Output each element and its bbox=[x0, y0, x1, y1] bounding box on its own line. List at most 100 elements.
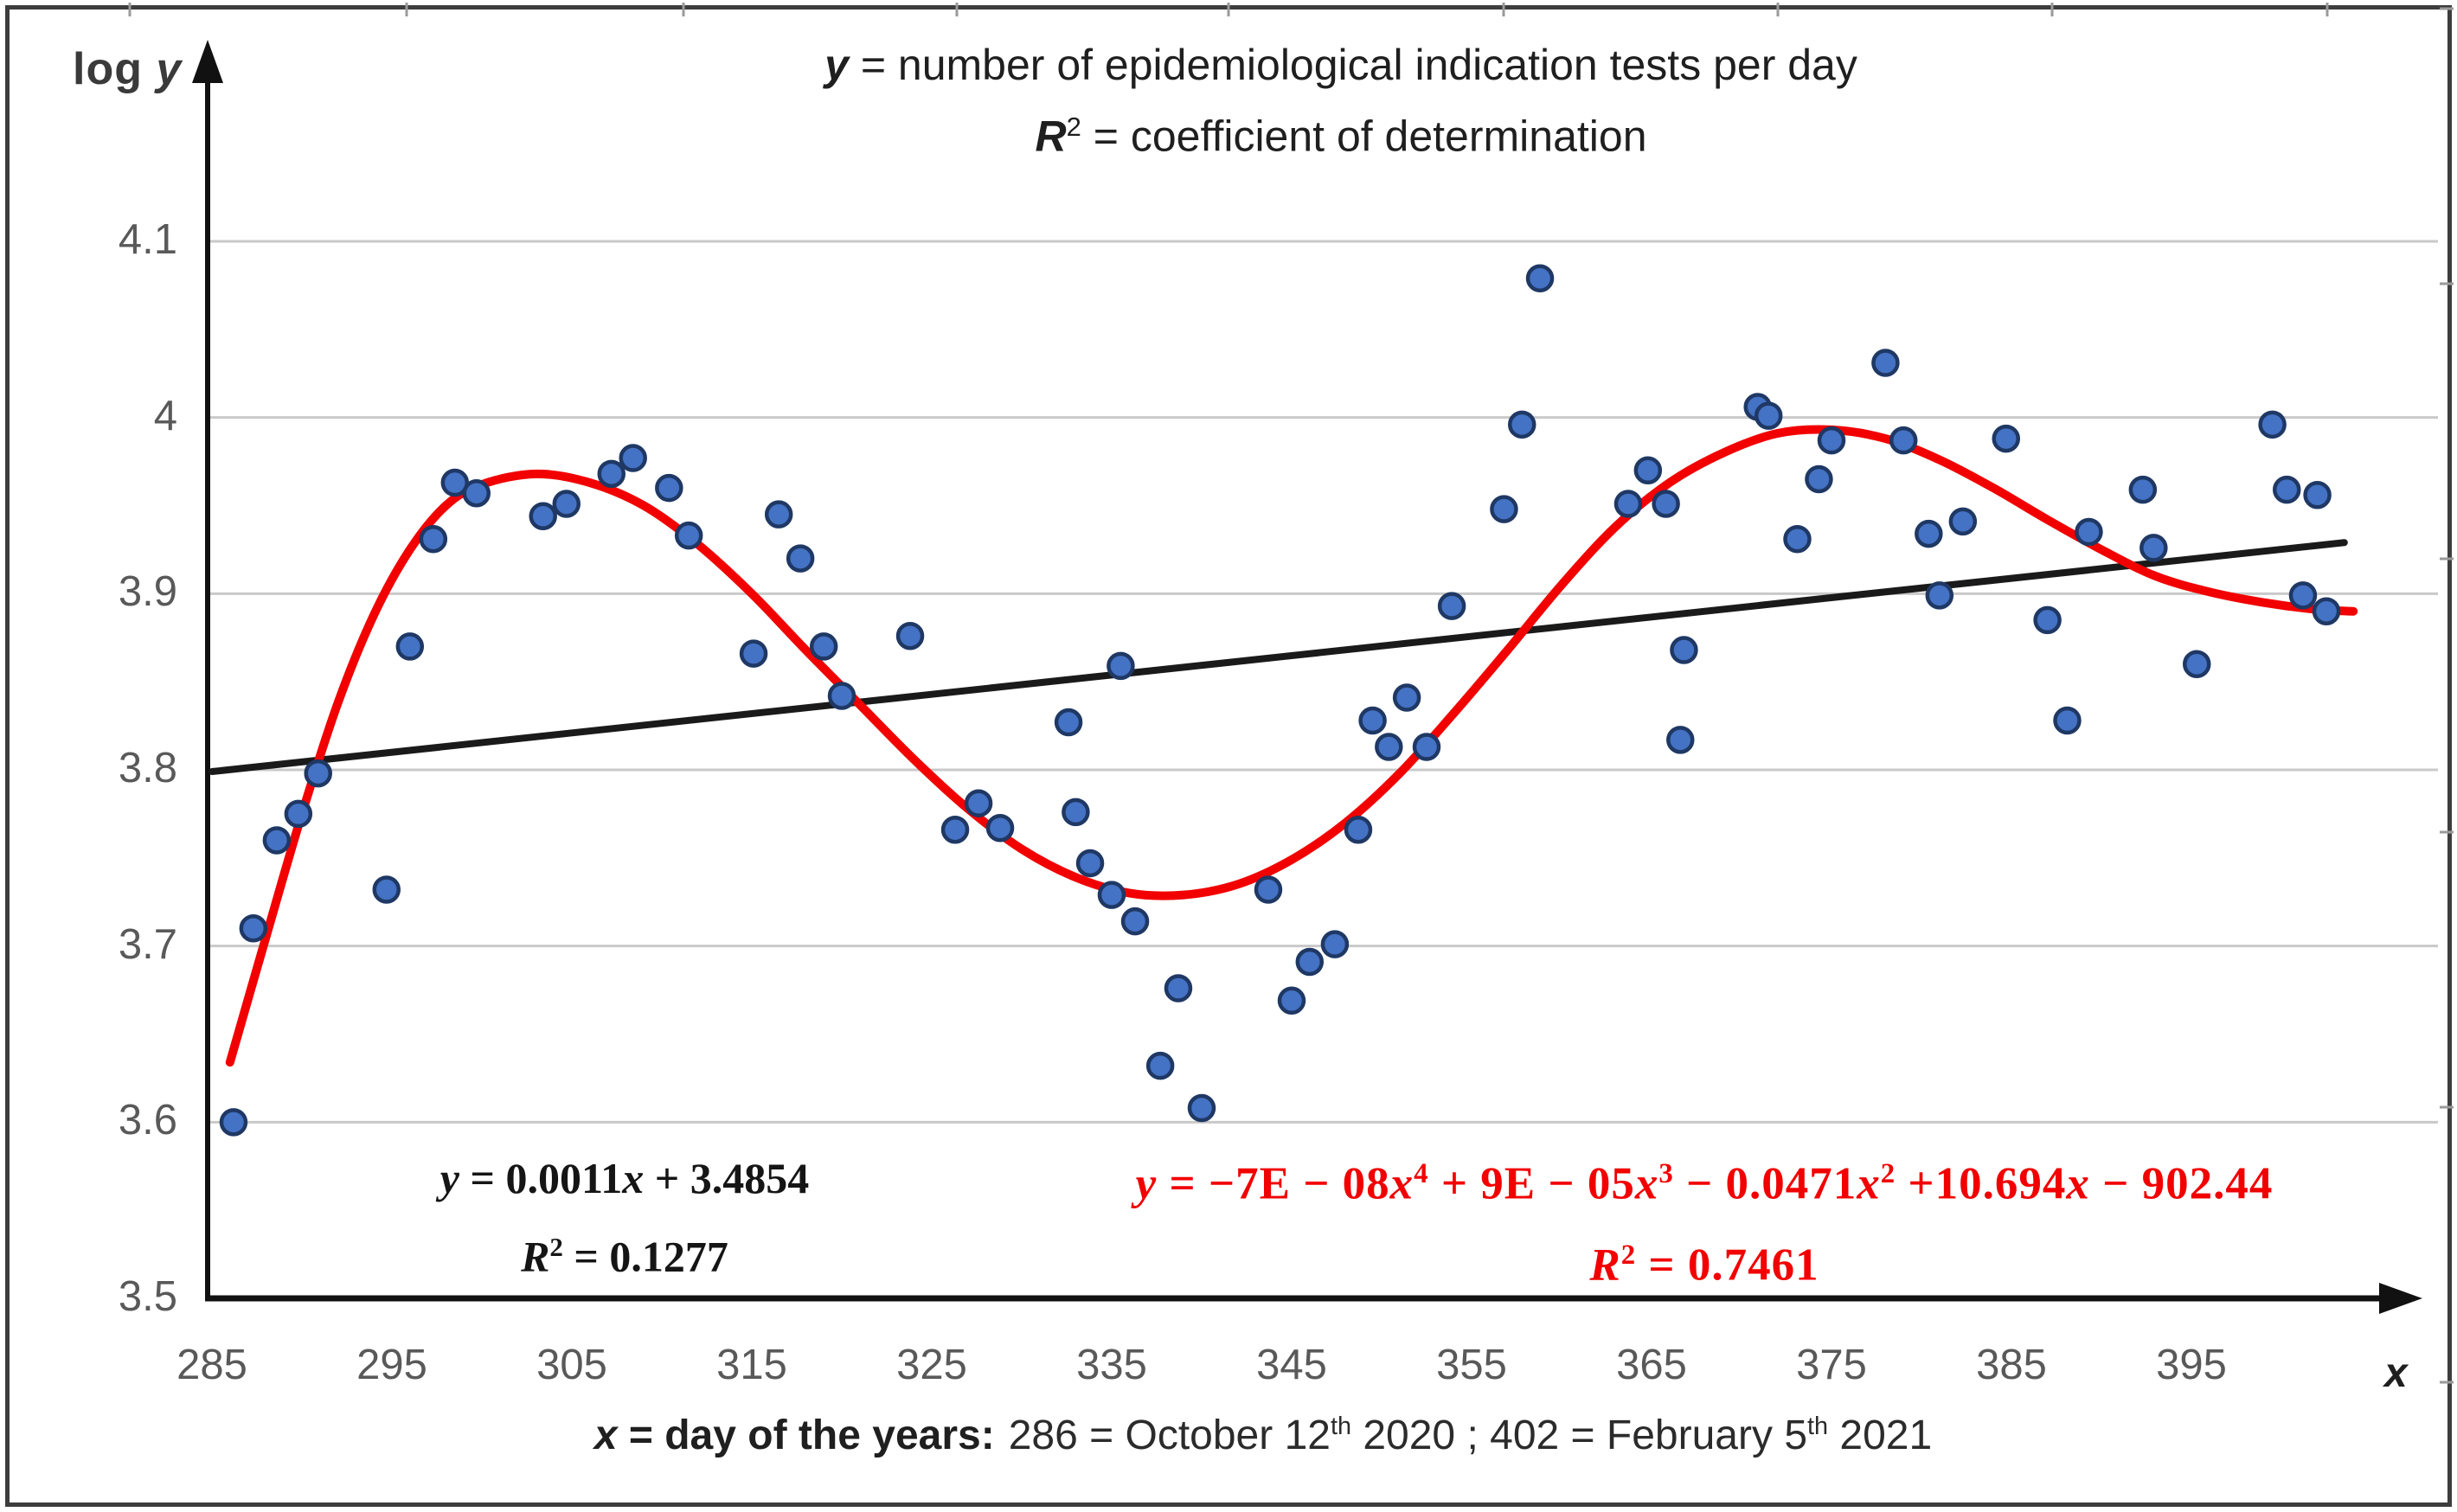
x-axis-tick-label: 365 bbox=[1616, 1342, 1687, 1388]
data-point bbox=[1666, 726, 1695, 754]
data-point bbox=[619, 444, 647, 472]
data-point bbox=[219, 1108, 248, 1137]
data-point bbox=[2272, 475, 2301, 504]
data-point bbox=[1075, 849, 1105, 878]
x-axis-tick-label: 295 bbox=[356, 1342, 427, 1388]
data-point bbox=[2312, 597, 2341, 625]
polynomial-trend-equation: y = −7E − 08x4 + 9E − 05x3 − 0.0471x2 +1… bbox=[1004, 1138, 2405, 1300]
data-point bbox=[2075, 517, 2103, 547]
data-point bbox=[1375, 733, 1403, 761]
title-y-text: = number of epidemiological indication t… bbox=[848, 41, 1857, 89]
linear-trend-equation: y = 0.0011x + 3.4854 R2 = 0.1277 bbox=[313, 1144, 936, 1291]
data-point bbox=[2128, 475, 2158, 504]
linear-trendline bbox=[208, 539, 2348, 776]
y-axis-title-symbol: y bbox=[156, 44, 183, 94]
x-axis-tick-label: 345 bbox=[1256, 1342, 1327, 1388]
linear-equation-line: y = 0.0011x + 3.4854 bbox=[439, 1154, 810, 1202]
chart-title: y = number of epidemiological indication… bbox=[225, 35, 2457, 168]
data-point bbox=[1358, 706, 1387, 735]
caption-bold-part: x = day of the years: bbox=[594, 1413, 995, 1458]
chart-title-line1: y = number of epidemiological indication… bbox=[225, 35, 2457, 96]
data-point bbox=[1145, 1051, 1175, 1080]
caption-date-1: 286 = October 12 bbox=[1008, 1413, 1331, 1458]
caption-sup-2: th bbox=[1807, 1413, 1829, 1440]
y-axis-tick-label: 3.5 bbox=[118, 1273, 177, 1320]
data-point bbox=[529, 502, 557, 530]
data-point bbox=[2139, 534, 2168, 562]
x-axis-tick-label: 395 bbox=[2156, 1342, 2227, 1388]
x-axis-tick-label: 325 bbox=[896, 1342, 967, 1388]
data-point bbox=[284, 799, 313, 829]
y-axis-title-prefix: log bbox=[73, 44, 157, 94]
polynomial-trendline bbox=[225, 425, 2358, 1067]
data-point bbox=[1754, 401, 1783, 430]
y-axis-tick-label: 3.9 bbox=[118, 568, 177, 616]
data-point bbox=[1320, 930, 1350, 958]
polynomial-equation-line: y = −7E − 08x4 + 9E − 05x3 − 0.0471x2 +1… bbox=[1135, 1158, 2274, 1209]
x-axis-tick-label: 305 bbox=[536, 1342, 607, 1388]
data-point bbox=[1344, 815, 1373, 844]
data-point bbox=[1915, 519, 1943, 548]
x-axis-arrowhead bbox=[2379, 1283, 2422, 1314]
chart-title-line2: R2 = coefficient of determination bbox=[225, 96, 2457, 168]
data-point bbox=[372, 875, 401, 904]
x-axis-tick-label: 335 bbox=[1076, 1342, 1147, 1388]
data-point bbox=[440, 468, 470, 497]
y-axis-tick-label: 4 bbox=[153, 392, 177, 439]
x-axis-tick-label: 385 bbox=[1976, 1342, 2047, 1388]
data-point bbox=[1392, 683, 1421, 712]
title-r-symbol: R bbox=[1035, 112, 1067, 161]
caption-date-2: 2020 ; 402 = February 5 bbox=[1351, 1413, 1808, 1458]
x-axis-tick-label: 285 bbox=[176, 1342, 247, 1388]
data-point bbox=[895, 621, 925, 650]
y-axis-tick-label: 3.8 bbox=[118, 745, 177, 791]
data-point bbox=[1107, 651, 1135, 681]
data-point bbox=[655, 473, 683, 503]
data-point bbox=[1490, 495, 1518, 523]
y-axis-arrowhead bbox=[192, 40, 223, 83]
x-axis-tick-label: 315 bbox=[716, 1342, 787, 1388]
data-point bbox=[2182, 650, 2211, 679]
data-point bbox=[1097, 881, 1126, 909]
data-point bbox=[1992, 424, 2021, 453]
data-point bbox=[2053, 706, 2082, 735]
data-point bbox=[1652, 490, 1680, 518]
data-point bbox=[1507, 410, 1536, 439]
title-r-sup: 2 bbox=[1066, 112, 1081, 142]
data-point bbox=[395, 632, 425, 661]
data-point bbox=[1925, 581, 1954, 610]
data-point bbox=[1805, 464, 1833, 494]
data-point bbox=[2303, 481, 2332, 509]
data-point bbox=[1054, 708, 1083, 737]
data-point bbox=[827, 682, 856, 710]
data-point bbox=[1062, 798, 1090, 827]
y-axis-tick-label: 3.6 bbox=[118, 1097, 177, 1144]
x-axis-tick-label: 375 bbox=[1796, 1342, 1867, 1388]
data-point bbox=[674, 521, 703, 550]
data-point bbox=[964, 789, 993, 817]
caption-label-rest: = day of the years: bbox=[617, 1413, 995, 1458]
polynomial-r-squared-line: R2 = 0.7461 bbox=[1589, 1239, 1819, 1291]
data-point bbox=[1412, 733, 1441, 761]
caption-x-symbol: x bbox=[593, 1413, 618, 1458]
data-point bbox=[1783, 524, 1812, 554]
data-point bbox=[1817, 426, 1846, 455]
data-point bbox=[985, 813, 1015, 842]
x-axis-title: x bbox=[2384, 1350, 2408, 1396]
data-point bbox=[304, 759, 332, 788]
data-point bbox=[1871, 349, 1900, 377]
data-point bbox=[239, 914, 268, 943]
y-axis-title: log y bbox=[73, 43, 182, 95]
data-point bbox=[1633, 456, 1663, 485]
y-axis-tick-label: 3.7 bbox=[118, 920, 177, 968]
data-point bbox=[1164, 974, 1193, 1003]
data-point bbox=[1948, 507, 1978, 536]
data-point bbox=[1613, 490, 1643, 518]
data-point bbox=[2033, 605, 2062, 635]
y-axis-tick-label: 4.1 bbox=[118, 215, 177, 263]
data-point bbox=[1120, 907, 1150, 936]
data-point bbox=[1295, 947, 1325, 977]
data-point bbox=[262, 826, 292, 855]
